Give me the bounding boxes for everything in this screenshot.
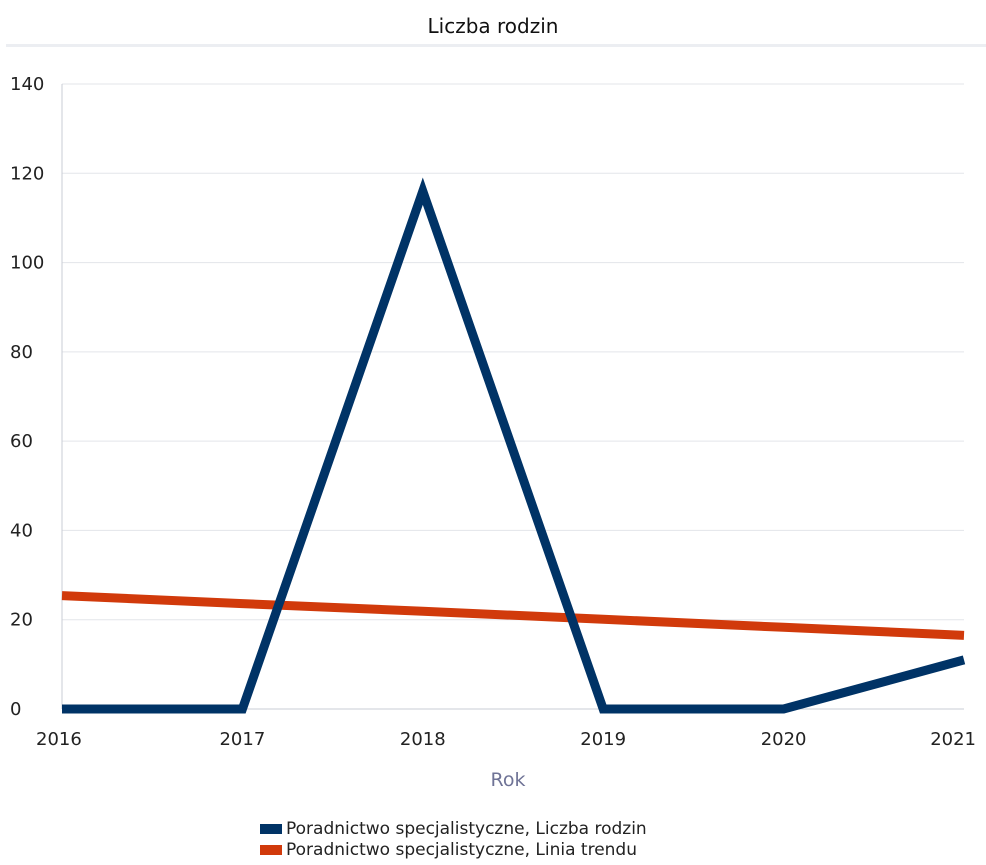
tick-labels: 0 20 40 60 80 100 120 140 2016 2017 2018 2019 2020 20… — [10, 74, 976, 750]
legend-item[interactable]: Poradnictwo specjalistyczne, Linia trend… — [260, 839, 647, 860]
y-tick-label: 80 — [10, 342, 33, 363]
y-tick-label: 60 — [10, 431, 33, 452]
x-axis-title: Rok — [491, 769, 526, 791]
legend: Poradnictwo specjalistyczne, Liczba rodz… — [260, 818, 647, 860]
chart-title: Liczba rodzin — [427, 14, 559, 38]
gridlines — [62, 83, 964, 621]
y-tick-label: 120 — [10, 163, 44, 184]
y-tick-label: 0 — [10, 699, 21, 720]
y-tick-label: 140 — [10, 74, 44, 95]
x-tick-label: 2016 — [36, 729, 82, 750]
y-tick-label: 20 — [10, 610, 33, 631]
x-tick-label: 2017 — [219, 729, 265, 750]
x-tick-label: 2018 — [400, 729, 446, 750]
y-tick-label: 40 — [10, 520, 33, 541]
y-tick-label: 100 — [10, 253, 44, 274]
series-line-1 — [62, 177, 966, 714]
legend-swatch — [260, 823, 282, 834]
legend-swatch — [260, 844, 282, 855]
series-lines — [61, 177, 966, 714]
legend-item[interactable]: Poradnictwo specjalistyczne, Liczba rodz… — [260, 818, 647, 839]
title-divider — [6, 44, 986, 47]
series-line-2 — [61, 591, 965, 640]
x-tick-label: 2020 — [761, 729, 807, 750]
legend-label: Poradnictwo specjalistyczne, Linia trend… — [286, 839, 637, 860]
legend-label: Poradnictwo specjalistyczne, Liczba rodz… — [286, 818, 647, 839]
x-tick-label: 2019 — [580, 729, 626, 750]
x-tick-label: 2021 — [930, 729, 976, 750]
